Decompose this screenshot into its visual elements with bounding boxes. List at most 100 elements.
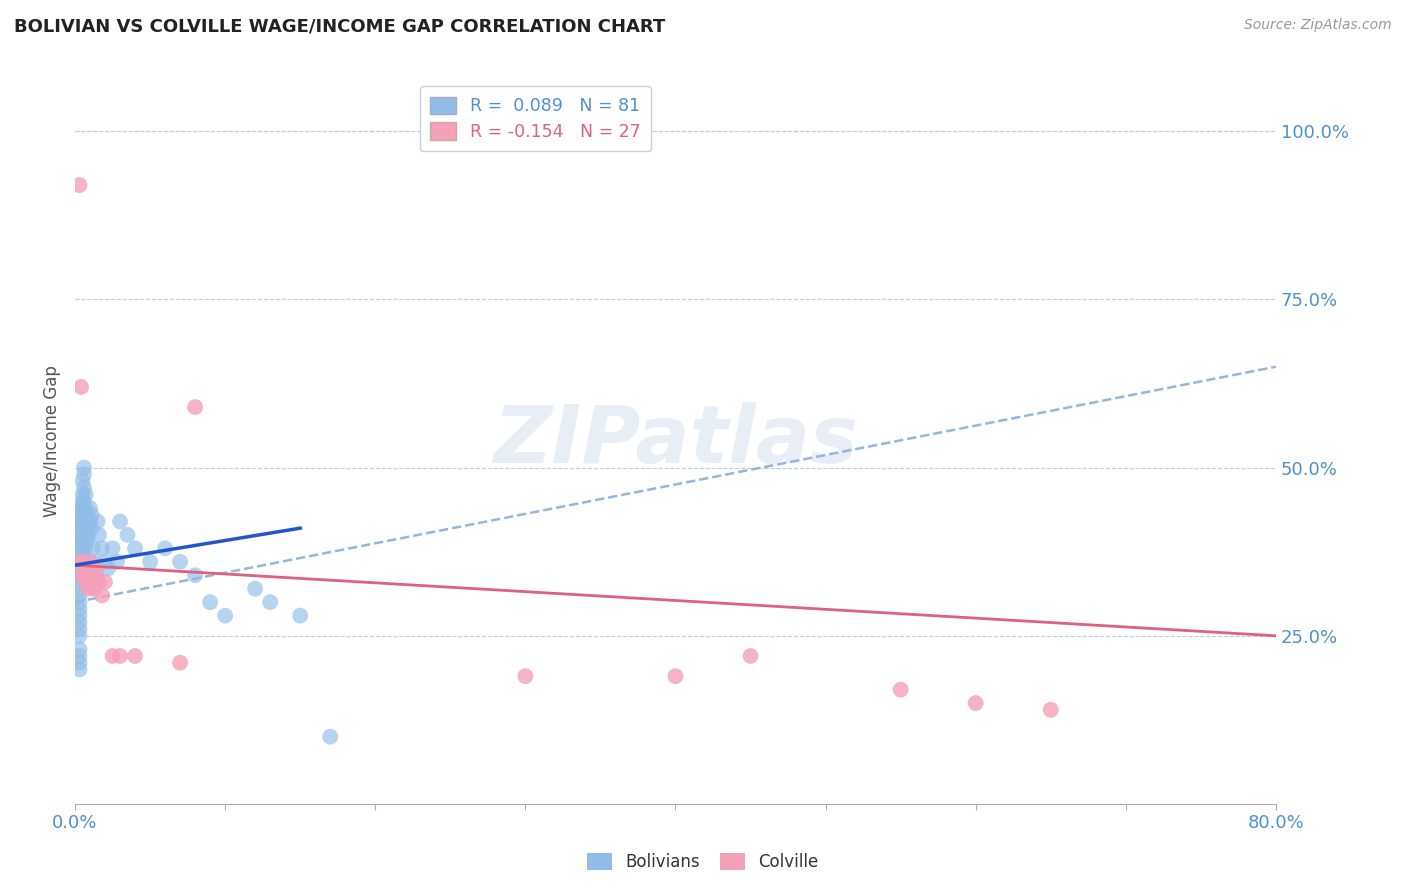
Point (515, 669, 537, 683)
Point (91, 589, 114, 603)
Legend: R =  0.089   N = 81, R = -0.154   N = 27: R = 0.089 N = 81, R = -0.154 N = 27 (420, 87, 651, 152)
Point (75, 487, 97, 501)
Point (72, 487, 94, 501)
Point (77, 515, 100, 529)
Point (91, 541, 114, 556)
Point (75, 574, 97, 589)
Point (84, 568, 107, 582)
Point (87, 574, 110, 589)
Point (70, 548, 93, 562)
Point (72, 534, 94, 549)
Point (69, 622, 91, 636)
Point (79, 515, 101, 529)
Point (72, 555, 94, 569)
Point (72, 494, 94, 508)
Point (72, 508, 94, 522)
Point (117, 528, 139, 542)
Point (69, 615, 91, 630)
Point (69, 555, 91, 569)
Point (69, 589, 91, 603)
Point (69, 629, 91, 643)
Point (73, 460, 96, 475)
Point (72, 528, 94, 542)
Point (198, 595, 221, 609)
Point (184, 568, 207, 582)
Point (72, 541, 94, 556)
Point (105, 555, 128, 569)
Point (965, 696, 987, 710)
Point (79, 500, 101, 515)
Point (124, 541, 146, 556)
Point (169, 555, 191, 569)
Point (290, 608, 312, 623)
Point (101, 648, 124, 663)
Point (75, 500, 97, 515)
Point (664, 669, 686, 683)
Point (87, 528, 110, 542)
Point (70, 521, 93, 535)
Point (76, 521, 98, 535)
Point (94, 555, 117, 569)
Point (73, 568, 96, 582)
Point (76, 561, 98, 575)
Point (69, 568, 91, 582)
Point (72, 548, 94, 562)
Point (69, 642, 91, 657)
Point (72, 474, 94, 488)
Point (69, 178, 91, 192)
Point (79, 555, 101, 569)
Point (70, 555, 93, 569)
Point (243, 582, 266, 596)
Point (76, 534, 98, 549)
Point (70, 541, 93, 556)
Point (75, 515, 97, 529)
Point (75, 528, 97, 542)
Point (69, 561, 91, 575)
Point (73, 481, 96, 495)
Point (69, 595, 91, 609)
Point (94, 574, 117, 589)
Point (73, 494, 96, 508)
Point (80, 521, 103, 535)
Point (69, 528, 91, 542)
Point (69, 648, 91, 663)
Text: BOLIVIAN VS COLVILLE WAGE/INCOME GAP CORRELATION CHART: BOLIVIAN VS COLVILLE WAGE/INCOME GAP COR… (14, 18, 665, 36)
Point (259, 595, 281, 609)
Point (153, 541, 176, 556)
Point (740, 648, 762, 663)
Point (70, 500, 93, 515)
Point (77, 582, 100, 596)
Point (69, 574, 91, 589)
Legend: Bolivians, Colville: Bolivians, Colville (579, 845, 827, 880)
Point (169, 656, 191, 670)
Point (73, 467, 96, 482)
Point (101, 541, 124, 556)
Point (70, 561, 93, 575)
Point (69, 541, 91, 556)
Point (69, 548, 91, 562)
Point (75, 541, 97, 556)
Point (69, 602, 91, 616)
Text: Source: ZipAtlas.com: Source: ZipAtlas.com (1244, 18, 1392, 32)
Point (83, 582, 105, 596)
Point (72, 568, 94, 582)
Point (69, 656, 91, 670)
Point (124, 648, 146, 663)
Point (69, 608, 91, 623)
Point (72, 515, 94, 529)
Point (214, 608, 236, 623)
Point (69, 555, 91, 569)
Point (76, 508, 98, 522)
Point (890, 682, 912, 697)
Point (69, 662, 91, 676)
Point (70, 534, 93, 549)
Point (83, 555, 105, 569)
Point (77, 528, 100, 542)
Point (319, 730, 342, 744)
Point (69, 582, 91, 596)
Point (108, 515, 131, 529)
Point (72, 500, 94, 515)
Point (139, 555, 162, 569)
Point (1039, 703, 1062, 717)
Point (82, 541, 104, 556)
